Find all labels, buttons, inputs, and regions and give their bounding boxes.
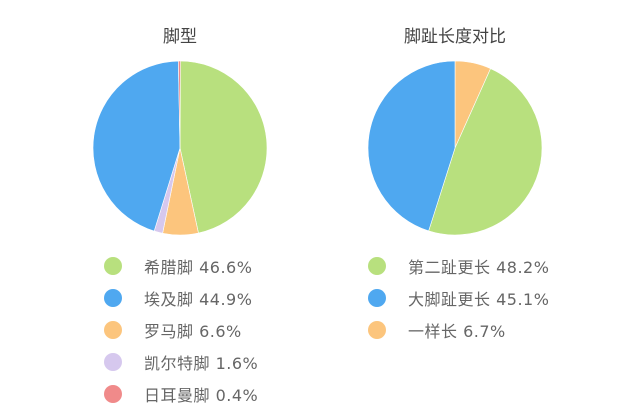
pie-slice xyxy=(92,60,181,232)
foot-type-panel: 脚型 希腊脚 46.6% 埃及脚 44.9% 罗马脚 6.6% 凯尔特脚 1.6… xyxy=(30,0,330,412)
toe-length-legend: 第二趾更长 48.2% 大脚趾更长 45.1% 一样长 6.7% xyxy=(368,250,549,346)
legend-color-dot xyxy=(368,321,386,339)
toe-length-pie-chart xyxy=(367,60,543,236)
foot-type-pie-chart xyxy=(92,60,268,236)
pie-slice xyxy=(428,68,543,236)
legend-color-dot xyxy=(104,257,122,275)
pie-slice xyxy=(178,60,181,149)
legend-item: 罗马脚 6.6% xyxy=(104,314,258,346)
legend-item: 日耳曼脚 0.4% xyxy=(104,378,258,410)
legend-color-dot xyxy=(368,289,386,307)
legend-item: 一样长 6.7% xyxy=(368,314,549,346)
legend-color-dot xyxy=(104,289,122,307)
legend-item: 希腊脚 46.6% xyxy=(104,250,258,282)
chart-title: 脚型 xyxy=(163,27,197,47)
legend-item: 第二趾更长 48.2% xyxy=(368,250,549,282)
legend-color-dot xyxy=(104,353,122,371)
pie-slice xyxy=(179,60,268,234)
legend-item: 凯尔特脚 1.6% xyxy=(104,346,258,378)
toe-length-panel: 脚趾长度对比 第二趾更长 48.2% 大脚趾更长 45.1% 一样长 6.7% xyxy=(305,0,605,412)
legend-color-dot xyxy=(104,321,122,339)
foot-type-legend: 希腊脚 46.6% 埃及脚 44.9% 罗马脚 6.6% 凯尔特脚 1.6% 日… xyxy=(104,250,258,410)
legend-color-dot xyxy=(368,257,386,275)
legend-item: 大脚趾更长 45.1% xyxy=(368,282,549,314)
legend-item: 埃及脚 44.9% xyxy=(104,282,258,314)
chart-title: 脚趾长度对比 xyxy=(404,27,506,47)
legend-color-dot xyxy=(104,385,122,403)
pie-slice xyxy=(367,60,456,232)
